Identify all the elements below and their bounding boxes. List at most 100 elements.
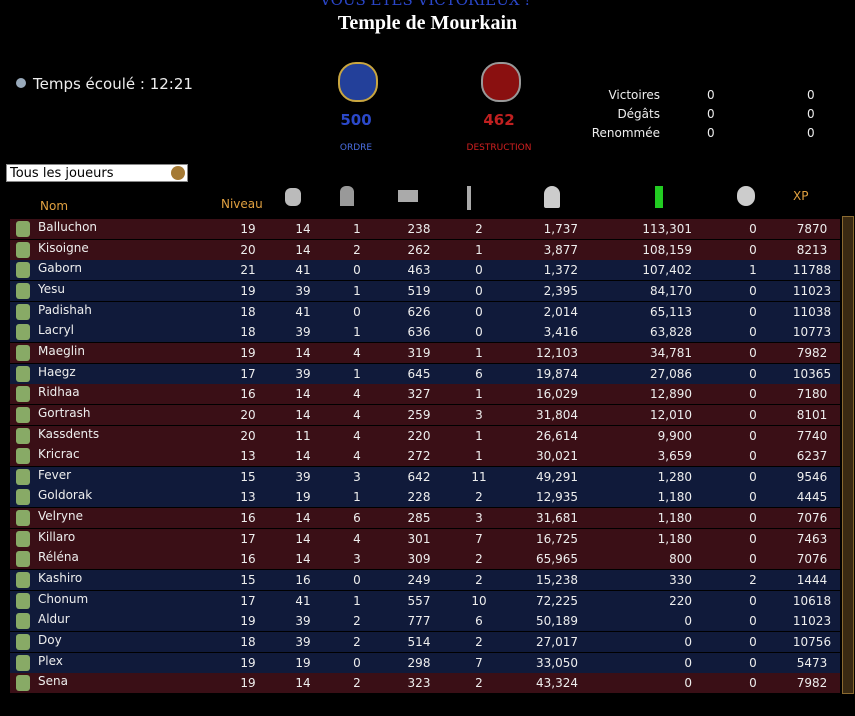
stat-cell: 1 — [353, 593, 361, 608]
stat-cell: 12,103 — [536, 345, 578, 360]
player-name: Yesu — [38, 281, 65, 296]
stat-cell: 1 — [353, 366, 361, 381]
class-icon — [16, 324, 30, 341]
player-row[interactable]: Kricrac 13 14 4 272 1 30,021 3,659 0 6237 — [10, 446, 840, 467]
stat-cell: 8101 — [796, 407, 828, 422]
stat-cell: 17 — [240, 366, 256, 381]
player-row[interactable]: Gaborn 21 41 0 463 0 1,372 107,402 1 11788 — [10, 260, 840, 281]
stat-cell: 107,402 — [642, 263, 692, 278]
class-icon — [16, 592, 30, 609]
player-row[interactable]: Kisoigne 20 14 2 262 1 3,877 108,159 0 8213 — [10, 239, 840, 260]
player-name: Fever — [38, 467, 72, 482]
stat-cell: 3,659 — [657, 449, 692, 464]
stat-cell: 11038 — [792, 304, 832, 319]
stat-cell: 14 — [295, 449, 311, 464]
stat-cell: 1,180 — [657, 531, 692, 546]
stat-cell: 6237 — [796, 449, 828, 464]
stat-cell: 41 — [295, 304, 311, 319]
player-name: Balluchon — [38, 220, 98, 234]
stat-cell: 26,614 — [536, 428, 578, 443]
stat-cell: 0 — [353, 573, 361, 588]
stat-cell: 11023 — [792, 283, 832, 298]
player-row[interactable]: Padishah 18 41 0 626 0 2,014 65,113 0 11038 — [10, 301, 840, 322]
player-row[interactable]: Aldur 19 39 2 777 6 50,189 0 0 11023 — [10, 611, 840, 632]
order-emblem — [338, 62, 378, 102]
player-row[interactable]: Kashiro 15 16 0 249 2 15,238 330 2 1444 — [10, 570, 840, 591]
player-row[interactable]: Yesu 19 39 1 519 0 2,395 84,170 0 11023 — [10, 280, 840, 301]
stat-cell: 16,029 — [536, 387, 578, 402]
stat-cell: 7870 — [796, 222, 828, 236]
stat-cell: 4 — [353, 387, 361, 402]
stat-cell: 19 — [240, 614, 256, 629]
player-row[interactable]: Doy 18 39 2 514 2 27,017 0 0 10756 — [10, 632, 840, 652]
clock-icon — [16, 78, 26, 88]
stat-cell: 0 — [749, 635, 757, 649]
timer: Temps écoulé : 12:21 — [33, 75, 193, 93]
stat-cell: 1 — [475, 242, 483, 257]
stat-cell: 323 — [407, 676, 431, 691]
player-row[interactable]: Balluchon 19 14 1 238 2 1,737 113,301 0 7870 — [10, 219, 840, 239]
kills-icon — [285, 188, 301, 206]
stat-cell: 2 — [353, 242, 361, 257]
player-row[interactable]: Réléna 16 14 3 309 2 65,965 800 0 7076 — [10, 549, 840, 570]
stat-cell: 7982 — [796, 345, 828, 360]
player-row[interactable]: Velryne 16 14 6 285 3 31,681 1,180 0 7076 — [10, 508, 840, 529]
player-row[interactable]: Maeglin 19 14 4 319 1 12,103 34,781 0 7982 — [10, 342, 840, 363]
player-row[interactable]: Gortrash 20 14 4 259 3 31,804 12,010 0 8101 — [10, 404, 840, 425]
stat-cell: 13 — [240, 490, 256, 505]
stat-cell: 65,113 — [650, 304, 692, 319]
stat-cell: 39 — [295, 614, 311, 629]
stat-cell: 0 — [749, 531, 757, 546]
player-name: Kassdents — [38, 426, 100, 441]
dropdown-arrow[interactable] — [171, 166, 185, 180]
player-row[interactable]: Haegz 17 39 1 645 6 19,874 27,086 0 10365 — [10, 363, 840, 384]
stat-cell: 16 — [240, 387, 256, 402]
stat-cell: 800 — [669, 552, 692, 567]
stat-cell: 49,291 — [536, 469, 578, 484]
player-row[interactable]: Lacryl 18 39 1 636 0 3,416 63,828 0 10773 — [10, 322, 840, 343]
stat-cell: 2 — [475, 573, 483, 588]
player-row[interactable]: Ridhaa 16 14 4 327 1 16,029 12,890 0 7180 — [10, 384, 840, 405]
stat-cell: 14 — [295, 387, 311, 402]
stat-cell: 645 — [407, 366, 431, 381]
scrollbar[interactable] — [842, 216, 854, 694]
stat-cell: 0 — [749, 655, 757, 670]
stat-cell: 238 — [407, 222, 431, 236]
player-row[interactable]: Kassdents 20 11 4 220 1 26,614 9,900 0 7740 — [10, 425, 840, 446]
class-icon — [16, 406, 30, 423]
player-row[interactable]: Fever 15 39 3 642 11 49,291 1,280 0 9546 — [10, 466, 840, 487]
stat-cell: 14 — [295, 511, 311, 526]
player-row[interactable]: Sena 19 14 2 323 2 43,324 0 0 7982 — [10, 673, 840, 694]
player-row[interactable]: Killaro 17 14 4 301 7 16,725 1,180 0 7463 — [10, 528, 840, 549]
class-icon — [16, 551, 30, 568]
player-filter[interactable]: Tous les joueurs — [6, 164, 188, 182]
stat-cell: 13 — [240, 449, 256, 464]
stat-cell: 108,159 — [642, 242, 692, 257]
stat-cell: 4445 — [796, 490, 828, 505]
stat-cell: 19 — [240, 283, 256, 298]
class-icon — [16, 613, 30, 630]
stat-cell: 2 — [475, 635, 483, 649]
stat-cell: 6 — [475, 366, 483, 381]
player-name: Ridhaa — [38, 385, 80, 400]
class-icon — [16, 489, 30, 506]
player-row[interactable]: Chonum 17 41 1 557 10 72,225 220 0 10618 — [10, 590, 840, 611]
stat-cell: 327 — [407, 387, 431, 402]
stat-cell: 2 — [475, 676, 483, 691]
class-icon — [16, 675, 30, 692]
stat-cell: 16 — [240, 511, 256, 526]
player-row[interactable]: Plex 19 19 0 298 7 33,050 0 0 5473 — [10, 652, 840, 673]
stat-cell: 1 — [353, 325, 361, 340]
stat-cell: 39 — [295, 325, 311, 340]
player-name: Gaborn — [38, 261, 82, 276]
stat-cell: 0 — [749, 345, 757, 360]
stat-cell: 2 — [475, 490, 483, 505]
stat-cell: 11 — [471, 469, 487, 484]
stat-cell: 2,395 — [543, 283, 578, 298]
player-row[interactable]: Goldorak 13 19 1 228 2 12,935 1,180 0 4445 — [10, 487, 840, 508]
stat-cell: 220 — [669, 593, 692, 608]
stat-cell: 16 — [240, 552, 256, 567]
stat-cell: 50,189 — [536, 614, 578, 629]
stat-cell: 10 — [471, 593, 487, 608]
